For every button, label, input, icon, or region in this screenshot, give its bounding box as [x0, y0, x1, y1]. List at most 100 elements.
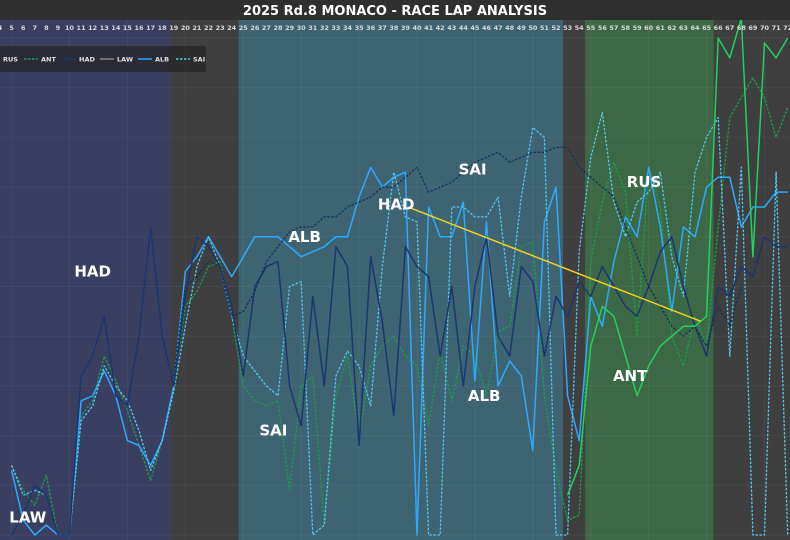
- x-tick-label: 9: [56, 24, 61, 32]
- x-tick-label: 69: [748, 24, 758, 32]
- series-ant: [11, 77, 789, 536]
- x-tick-label: 31: [308, 24, 318, 32]
- x-tick-label: 18: [158, 24, 168, 32]
- x-tick-label: 53: [563, 24, 572, 32]
- x-tick-label: 59: [633, 24, 643, 32]
- x-tick-label: 67: [725, 24, 734, 32]
- x-tick-label: 25: [239, 24, 249, 32]
- legend-label-rus: RUS: [3, 56, 18, 64]
- series-sai: [10, 111, 789, 536]
- x-tick-label: 60: [644, 24, 654, 32]
- x-tick-label: 38: [389, 24, 399, 32]
- x-tick-label: 46: [482, 24, 492, 32]
- annotation-had: HAD: [74, 263, 111, 281]
- legend-label-sai: SAI: [193, 56, 205, 64]
- x-tick-label: 50: [528, 24, 538, 32]
- x-tick-label: 6: [21, 24, 26, 32]
- annotation-sai: SAI: [459, 161, 487, 179]
- x-tick-label: 7: [32, 24, 37, 32]
- x-tick-label: 48: [505, 24, 515, 32]
- x-tick-label: 8: [44, 24, 49, 32]
- chart-title: 2025 Rd.8 MONACO - RACE LAP ANALYSIS: [243, 4, 547, 19]
- stint-bands: [0, 20, 714, 540]
- x-tick-label: 68: [737, 24, 747, 32]
- x-tick-label: 62: [667, 24, 676, 32]
- x-tick-label: 16: [134, 24, 144, 32]
- trend-line-segment: [407, 206, 702, 322]
- x-tick-label: 24: [227, 24, 237, 32]
- x-tick-label: 32: [320, 24, 329, 32]
- trend-line: [407, 206, 702, 322]
- x-tick-label: 34: [343, 24, 353, 32]
- x-tick-label: 5: [9, 24, 14, 32]
- legend-label-law: LAW: [117, 56, 133, 64]
- x-tick-label: 40: [412, 24, 422, 32]
- x-tick-label: 26: [250, 24, 260, 32]
- series-alb: [10, 166, 788, 536]
- x-tick-label: 45: [470, 24, 480, 32]
- x-tick-label: 52: [551, 24, 560, 32]
- stint-band-1: [0, 20, 171, 540]
- x-tick-label: 63: [679, 24, 688, 32]
- x-tick-label: 10: [65, 24, 75, 32]
- annotation-labels: LAW HAD SAI ALB HAD SAI ALB RUS ANT: [9, 161, 661, 527]
- x-tick-label: 39: [401, 24, 411, 32]
- x-tick-label: 71: [772, 24, 782, 32]
- series-lines: [10, 17, 789, 536]
- x-tick-label: 47: [494, 24, 503, 32]
- annotation-sai: SAI: [259, 422, 287, 440]
- x-tick-label: 51: [540, 24, 550, 32]
- annotation-alb: ALB: [288, 228, 321, 246]
- stint-band-3: [584, 20, 714, 540]
- x-tick-label: 23: [216, 24, 225, 32]
- x-tick-label: 12: [88, 24, 97, 32]
- x-tick-label: 30: [297, 24, 307, 32]
- x-tick-label: 37: [378, 24, 387, 32]
- x-tick-label: 27: [262, 24, 271, 32]
- annotation-rus: RUS: [627, 173, 662, 191]
- x-tick-label: 22: [204, 24, 213, 32]
- title-bar: [0, 0, 790, 20]
- legend-label-had: HAD: [79, 56, 95, 64]
- x-tick-label: 14: [111, 24, 121, 32]
- annotation-had: HAD: [378, 195, 415, 213]
- gridlines: [0, 20, 790, 540]
- series-rus: [566, 17, 789, 496]
- x-tick-label: 72: [783, 24, 790, 32]
- x-tick-label: 28: [273, 24, 283, 32]
- legend-label-ant: ANT: [41, 56, 56, 64]
- x-tick-label: 57: [609, 24, 618, 32]
- legend-label-alb: ALB: [155, 56, 169, 64]
- x-tick-label: 11: [77, 24, 87, 32]
- x-tick-label: 65: [702, 24, 712, 32]
- annotation-law: LAW: [9, 509, 46, 527]
- annotation-ant: ANT: [613, 367, 648, 385]
- series-had: [10, 226, 788, 536]
- x-tick-label: 55: [586, 24, 596, 32]
- x-tick-label: 70: [760, 24, 770, 32]
- x-tick-label: 15: [123, 24, 133, 32]
- x-tick-label: 33: [331, 24, 340, 32]
- x-tick-label: 35: [355, 24, 365, 32]
- x-tick-label: 41: [424, 24, 434, 32]
- x-tick-label: 36: [366, 24, 376, 32]
- x-tick-label: 29: [285, 24, 295, 32]
- annotation-alb: ALB: [468, 387, 501, 405]
- x-tick-label: 4: [0, 24, 3, 32]
- x-tick-label: 21: [192, 24, 202, 32]
- x-tick-label: 66: [714, 24, 724, 32]
- x-tick-label: 54: [575, 24, 585, 32]
- x-tick-label: 43: [447, 24, 456, 32]
- x-tick-label: 58: [621, 24, 631, 32]
- x-tick-label: 17: [146, 24, 155, 32]
- x-tick-label: 49: [517, 24, 527, 32]
- x-tick-label: 44: [459, 24, 469, 32]
- x-tick-label: 20: [181, 24, 191, 32]
- x-tick-label: 61: [656, 24, 666, 32]
- stint-band-2: [238, 20, 563, 540]
- x-tick-label: 13: [100, 24, 109, 32]
- x-tick-label: 42: [436, 24, 445, 32]
- x-tick-label: 19: [169, 24, 179, 32]
- x-tick-label: 64: [690, 24, 700, 32]
